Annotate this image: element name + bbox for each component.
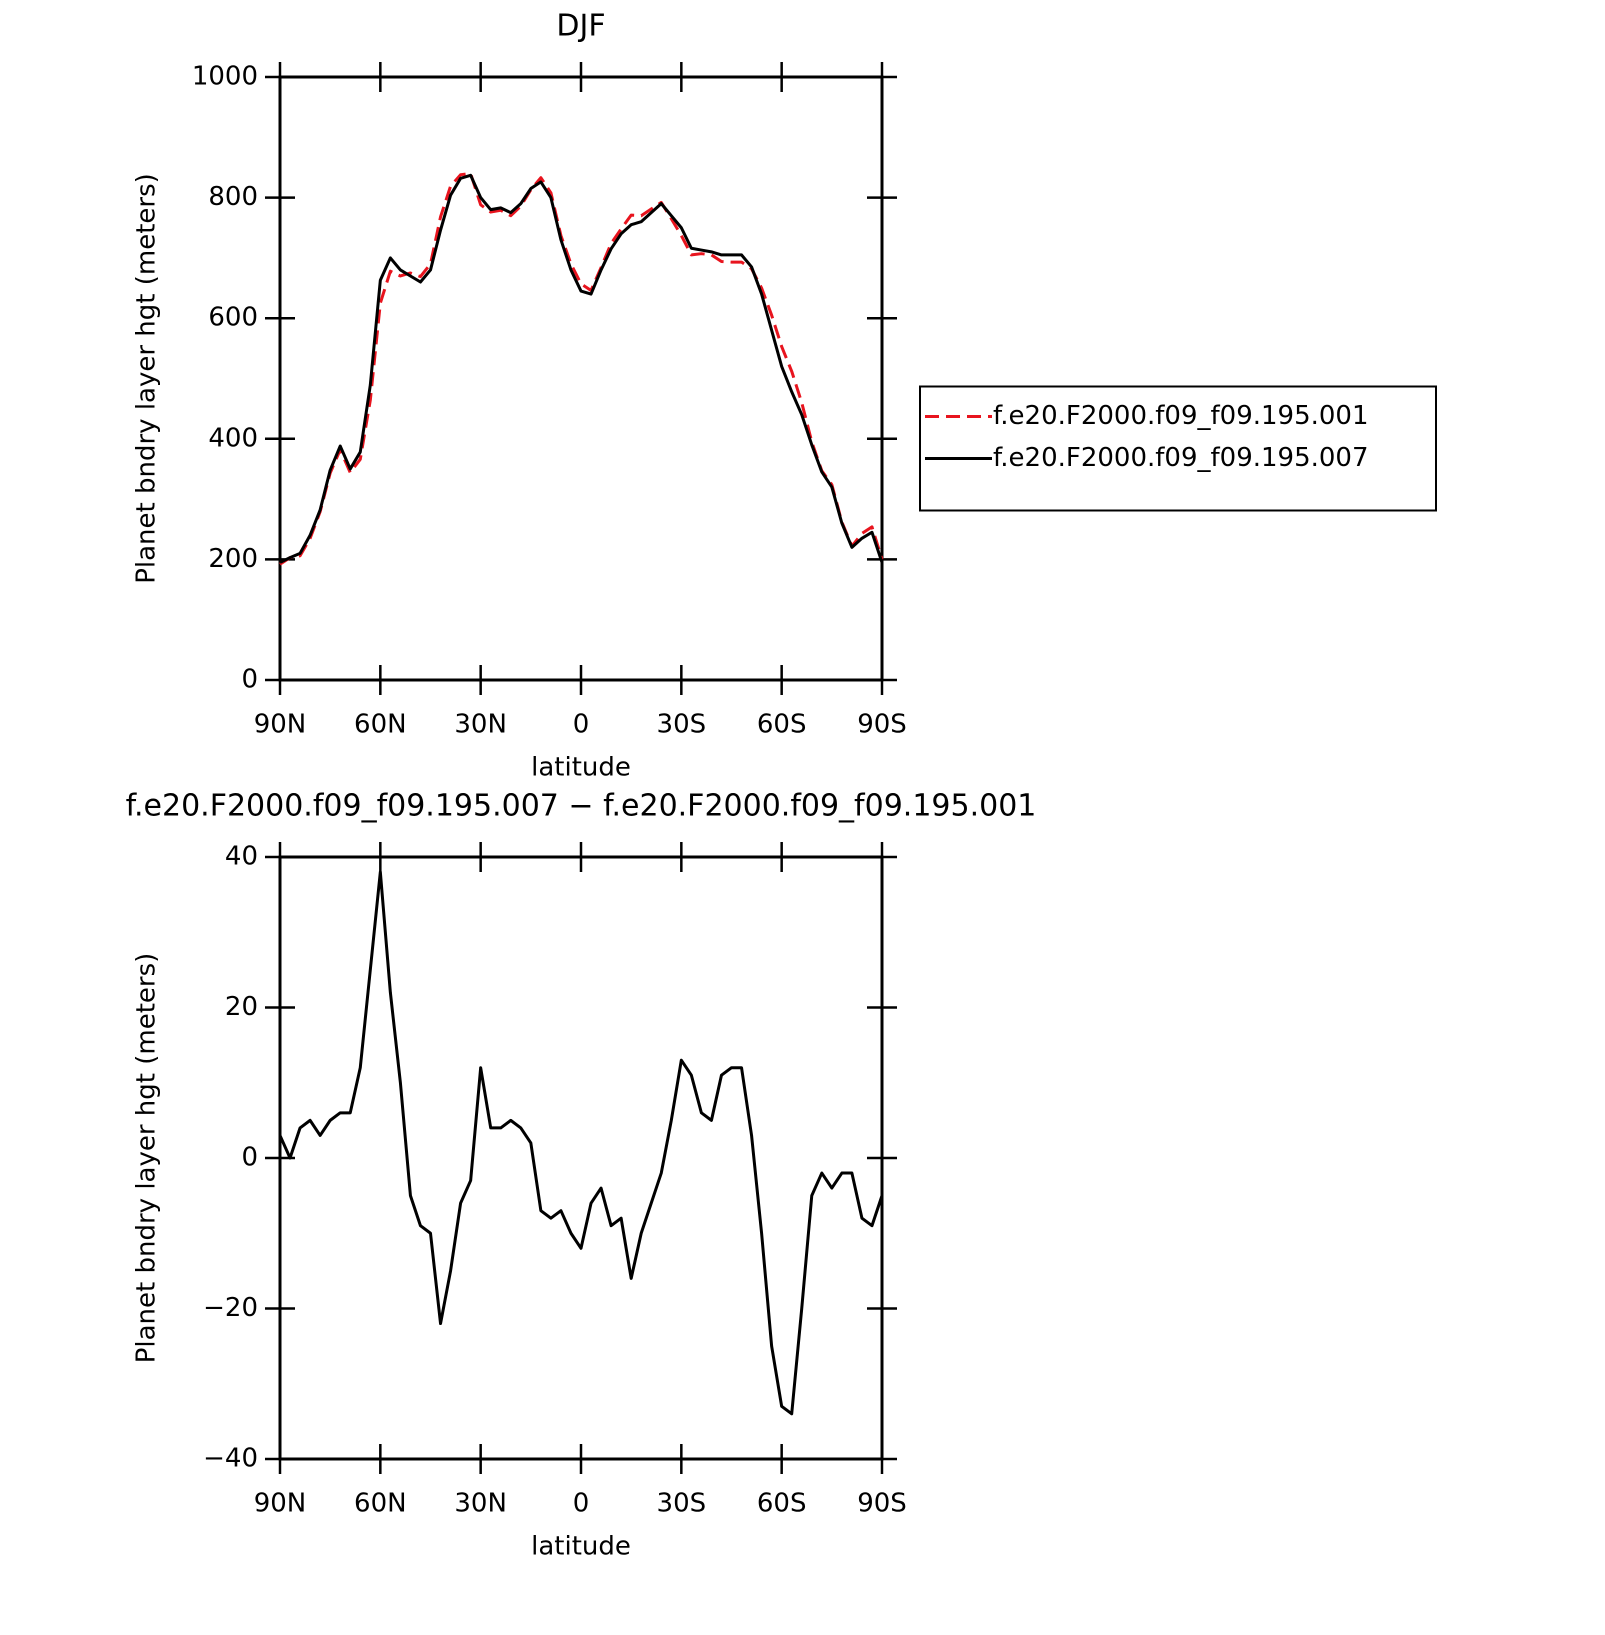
x-tick-label: 90S xyxy=(857,710,907,740)
y-tick-label: 0 xyxy=(241,665,258,695)
y-axis-label: Planet bndry layer hgt (meters) xyxy=(132,173,162,584)
y-tick-label: 200 xyxy=(208,544,258,574)
y-tick-label: 400 xyxy=(208,423,258,453)
x-tick-label: 90N xyxy=(254,710,307,740)
y-tick-label: 1000 xyxy=(192,62,258,92)
x-tick-label: 90N xyxy=(254,1489,307,1519)
x-tick-label: 60S xyxy=(757,710,807,740)
x-tick-label: 60N xyxy=(354,710,407,740)
x-tick-label: 30N xyxy=(454,710,507,740)
y-axis-label: Planet bndry layer hgt (meters) xyxy=(132,953,162,1364)
x-axis-label: latitude xyxy=(531,753,631,783)
data-line xyxy=(279,171,884,566)
data-line xyxy=(279,173,884,564)
x-tick-label: 30S xyxy=(657,710,707,740)
x-tick-label: 0 xyxy=(573,1489,590,1519)
y-tick-label: −40 xyxy=(203,1444,258,1474)
chart-title: f.e20.F2000.f09_f09.195.007 − f.e20.F200… xyxy=(126,789,1037,824)
x-tick-label: 90S xyxy=(857,1489,907,1519)
x-axis-label: latitude xyxy=(531,1532,631,1562)
legend-label: f.e20.F2000.f09_f09.195.001 xyxy=(993,401,1369,431)
legend-label: f.e20.F2000.f09_f09.195.007 xyxy=(993,443,1369,473)
chart-title: DJF xyxy=(556,9,605,44)
y-tick-label: 0 xyxy=(241,1143,258,1173)
x-tick-label: 30N xyxy=(454,1489,507,1519)
y-tick-label: 600 xyxy=(208,303,258,333)
plot-frame xyxy=(278,75,884,682)
y-tick-label: 20 xyxy=(225,992,258,1022)
x-tick-label: 60N xyxy=(354,1489,407,1519)
y-tick-label: 40 xyxy=(225,842,258,872)
plot-frame xyxy=(278,855,884,1461)
y-tick-label: −20 xyxy=(203,1293,258,1323)
data-line xyxy=(278,870,884,1416)
y-tick-label: 800 xyxy=(208,182,258,212)
legend-box xyxy=(919,385,1437,512)
x-tick-label: 60S xyxy=(757,1489,807,1519)
x-tick-label: 0 xyxy=(573,710,590,740)
x-tick-label: 30S xyxy=(657,1489,707,1519)
